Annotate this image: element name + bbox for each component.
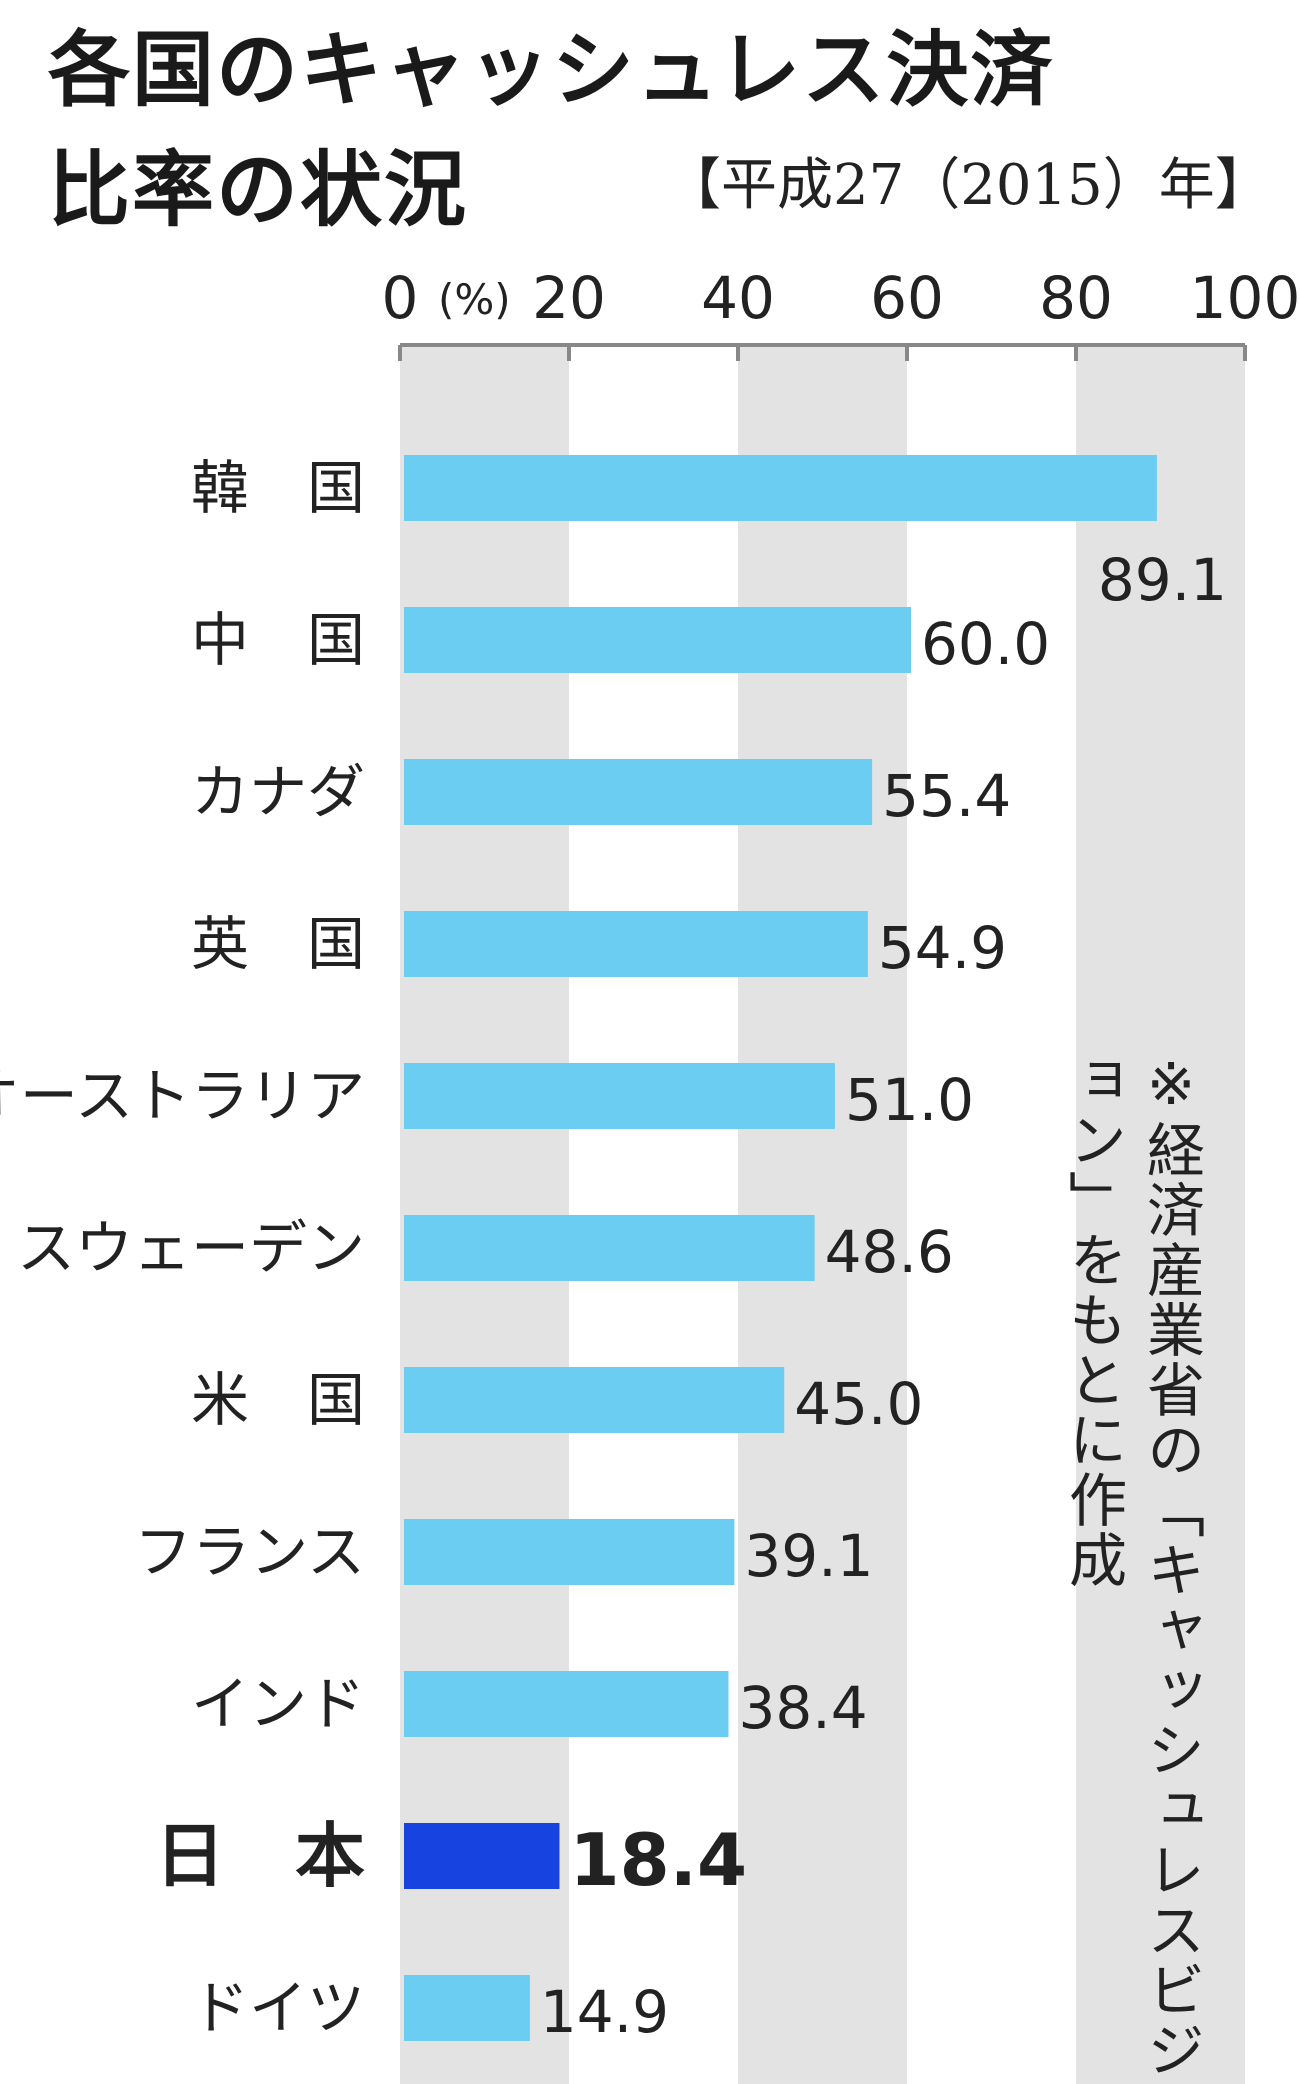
- chart-title-line-1: 各国のキャッシュレス決済: [48, 23, 1055, 118]
- category-label: 韓 国: [191, 454, 365, 522]
- x-tick-label: 40: [701, 264, 775, 332]
- value-label: 51.0: [845, 1066, 974, 1134]
- x-tick-label: 60: [870, 264, 944, 332]
- value-label: 45.0: [794, 1370, 923, 1438]
- chart-subtitle: 【平成27（2015）年】: [665, 153, 1271, 218]
- bar: [404, 1063, 835, 1129]
- grid-band: [1076, 345, 1245, 2084]
- bar: [404, 455, 1157, 521]
- category-label: 英 国: [191, 910, 365, 978]
- category-label: インド: [191, 1670, 365, 1738]
- x-tick-label: 80: [1039, 264, 1113, 332]
- bar: [404, 1519, 735, 1585]
- bar-highlight: [404, 1823, 560, 1889]
- category-label: ドイツ: [191, 1974, 365, 2042]
- value-label: 60.0: [921, 610, 1050, 678]
- value-label: 39.1: [744, 1522, 873, 1590]
- category-label: オーストラリア: [0, 1062, 365, 1130]
- chart-title-line-2: 比率の状況: [48, 143, 469, 238]
- value-label: 54.9: [878, 914, 1007, 982]
- bar: [404, 1215, 815, 1281]
- x-tick-label: 0: [382, 264, 419, 332]
- bar: [404, 1367, 785, 1433]
- grid-band: [738, 345, 907, 2084]
- x-tick-label: 100: [1190, 264, 1300, 332]
- category-label: スウェーデン: [17, 1214, 365, 1282]
- category-label: 米 国: [191, 1366, 365, 1434]
- value-label: 89.1: [1098, 546, 1227, 614]
- value-label: 55.4: [882, 762, 1011, 830]
- bar: [404, 1975, 530, 2041]
- bar: [404, 759, 873, 825]
- x-tick-label: 20: [532, 264, 606, 332]
- value-label: 48.6: [825, 1218, 954, 1286]
- category-label: 中 国: [191, 606, 365, 674]
- category-label: カナダ: [191, 758, 365, 826]
- value-label: 38.4: [738, 1674, 867, 1742]
- source-note: ※経済産業省の「キャッシュレスビジョン」をもとに作成: [1059, 1050, 1205, 2080]
- bar: [404, 1671, 729, 1737]
- x-axis-unit-label: (%): [438, 275, 511, 324]
- category-label: フランス: [134, 1518, 365, 1586]
- value-label: 14.9: [540, 1978, 669, 2046]
- bar: [404, 607, 911, 673]
- value-label: 18.4: [569, 1818, 747, 1902]
- category-label: 日 本: [155, 1815, 365, 1897]
- bar: [404, 911, 868, 977]
